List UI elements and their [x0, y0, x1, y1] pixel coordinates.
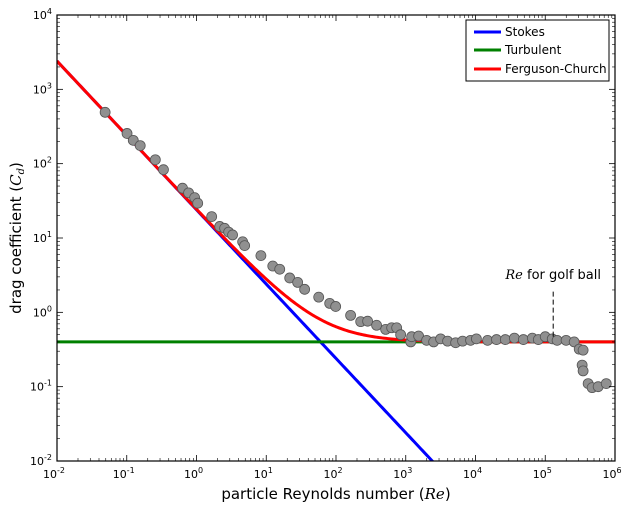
- data-point: [99, 106, 111, 118]
- data-point: [482, 334, 493, 346]
- x-tick-label: 101: [254, 466, 273, 481]
- data-point: [299, 283, 311, 295]
- data-point: [371, 319, 383, 331]
- data-point: [292, 276, 304, 288]
- annotation-label: for golf ball: [523, 268, 601, 283]
- x-tick-label: 105: [533, 466, 552, 481]
- legend-item-turbulent: Turbulent: [474, 43, 562, 57]
- x-tick-label: 102: [323, 466, 342, 481]
- data-point: [600, 378, 612, 389]
- legend-label-stokes: Stokes: [505, 25, 545, 39]
- data-point: [121, 128, 133, 139]
- y-axis-label-text: drag coefficient: [7, 196, 25, 313]
- x-tick-label: 104: [463, 466, 482, 481]
- data-point: [577, 365, 589, 377]
- data-point: [470, 333, 482, 345]
- annotation-math: Re: [504, 268, 523, 283]
- legend-label-ferguson-church: Ferguson-Church: [505, 62, 607, 76]
- x-axis-label: particle Reynolds number (Re): [221, 485, 450, 503]
- y-tick-label: 102: [33, 156, 52, 171]
- legend-item-ferguson-church: Ferguson-Church: [474, 62, 607, 76]
- x-axis-label-text: particle Reynolds number: [221, 485, 415, 503]
- data-point: [551, 334, 563, 346]
- data-point: [134, 140, 146, 152]
- data-point: [499, 334, 511, 345]
- x-tick-label: 10-2: [43, 466, 65, 481]
- y-tick-label: 100: [33, 304, 52, 319]
- axis-tick-labels: 10-2 10-1 100 101 102 103 104 105 106 10-2 10-1 100…: [30, 7, 622, 481]
- data-point: [255, 250, 267, 261]
- legend-label-turbulent: Turbulent: [504, 43, 562, 57]
- x-axis-label-math: Re: [424, 485, 445, 503]
- data-point: [508, 332, 520, 344]
- scatter-points: [99, 106, 612, 394]
- y-tick-label: 10-1: [30, 379, 52, 394]
- y-axis-label-math: C: [7, 174, 25, 186]
- x-tick-label: 10-1: [113, 466, 135, 481]
- data-point: [395, 329, 407, 341]
- data-point: [362, 315, 374, 327]
- data-point: [227, 229, 238, 241]
- y-tick-label: 104: [33, 7, 52, 22]
- y-tick-label: 101: [33, 230, 52, 245]
- plot-background: [57, 15, 615, 461]
- annotation-text: Re for golf ball: [504, 268, 601, 283]
- data-point: [149, 154, 161, 166]
- data-point: [345, 309, 357, 321]
- data-point: [158, 164, 169, 176]
- axis-ticks: [56, 14, 616, 462]
- data-point: [517, 334, 529, 345]
- y-axis-label-math-sub: d: [16, 168, 27, 174]
- x-tick-label: 103: [393, 466, 412, 481]
- y-tick-label: 10-2: [30, 453, 52, 468]
- x-tick-label: 106: [602, 466, 621, 481]
- data-point: [330, 301, 342, 312]
- y-axis-label: drag coefficient (Cd): [7, 162, 27, 314]
- y-tick-label: 103: [33, 81, 52, 96]
- data-point: [313, 291, 325, 303]
- golf-ball-annotation: Re for golf ball: [504, 268, 601, 339]
- data-point: [206, 211, 218, 223]
- data-point: [577, 344, 589, 356]
- x-tick-label: 100: [184, 466, 203, 481]
- data-point: [274, 263, 286, 275]
- legend-item-stokes: Stokes: [474, 25, 545, 39]
- legend: Stokes Turbulent Ferguson-Church: [465, 19, 610, 82]
- data-point: [239, 240, 251, 252]
- data-point: [192, 197, 204, 209]
